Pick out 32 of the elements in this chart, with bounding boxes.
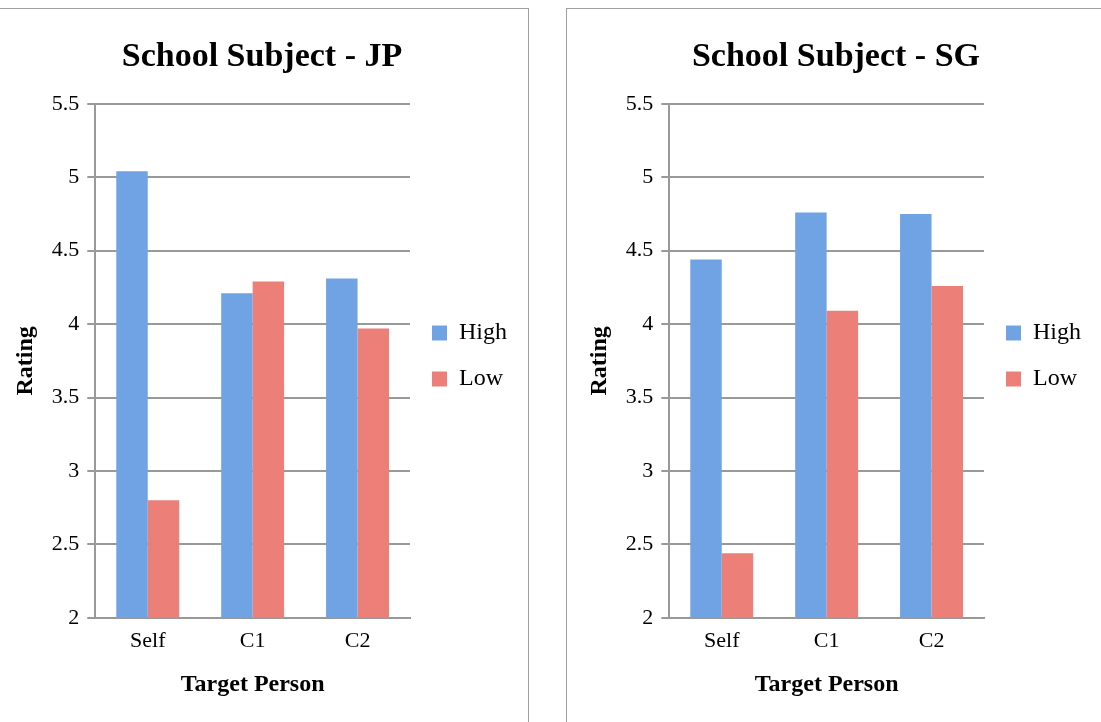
y-tick-label: 2.5 (51, 530, 80, 556)
y-tick-label: 5.5 (625, 89, 654, 115)
x-tick-label: C2 (344, 626, 371, 652)
legend-label: Low (1033, 364, 1078, 391)
x-tick-label: C1 (813, 626, 840, 652)
y-tick-label: 3 (68, 456, 80, 482)
legend-label: Low (459, 364, 504, 391)
legend-label: High (459, 318, 507, 345)
y-axis-title: Rating (584, 326, 611, 396)
x-tick-label: Self (704, 626, 741, 652)
chart-title: School Subject - JP (121, 36, 403, 74)
chart-title: School Subject - SG (691, 36, 981, 74)
y-tick-label: 4 (68, 309, 80, 335)
legend-label: High (1033, 318, 1081, 345)
y-tick-label: 5.5 (51, 89, 80, 115)
x-tick-label: C1 (239, 626, 266, 652)
y-tick-label: 3.5 (625, 383, 654, 409)
y-axis-title: Rating (10, 326, 37, 396)
y-tick-label: 5 (68, 163, 80, 189)
x-axis-title: Target Person (754, 669, 899, 696)
x-tick-label: Self (130, 626, 167, 652)
y-tick-label: 3 (642, 456, 654, 482)
y-tick-label: 4 (642, 309, 654, 335)
y-tick-label: 5 (642, 163, 654, 189)
y-tick-label: 2.5 (625, 530, 654, 556)
y-tick-label: 4.5 (625, 236, 654, 262)
y-tick-label: 2 (642, 603, 654, 629)
x-axis-title: Target Person (180, 669, 325, 696)
x-tick-label: C2 (918, 626, 945, 652)
y-tick-label: 4.5 (51, 236, 80, 262)
y-tick-label: 3.5 (51, 383, 80, 409)
y-tick-label: 2 (68, 603, 80, 629)
